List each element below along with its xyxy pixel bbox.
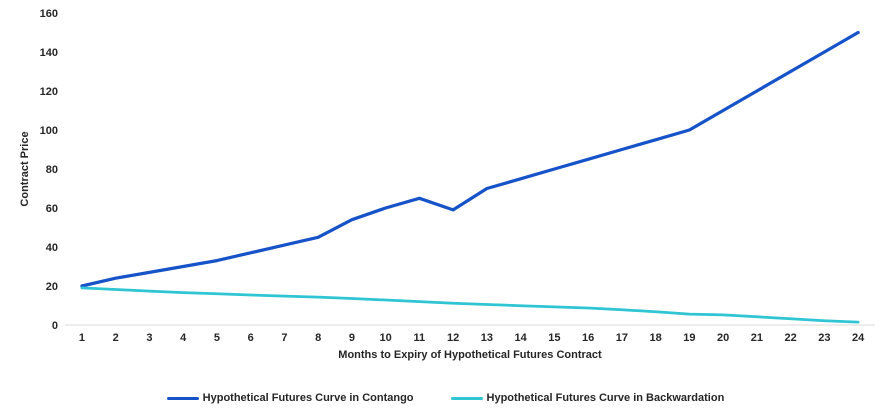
legend-item-backwardation: Hypothetical Futures Curve in Backwardat…: [450, 392, 725, 404]
y-axis-tick-label: 120: [40, 86, 58, 98]
x-axis-tick-label: 8: [315, 332, 321, 344]
x-axis-tick-label: 16: [582, 332, 594, 344]
x-axis-tick-label: 18: [650, 332, 662, 344]
x-axis-tick-label: 1: [79, 332, 85, 344]
x-axis-tick-label: 7: [281, 332, 287, 344]
contango-line: [80, 30, 860, 288]
backwardation-line-swatch: [450, 396, 483, 400]
legend-label-backwardation: Hypothetical Futures Curve in Backwardat…: [486, 392, 725, 404]
x-axis-tick-label: 19: [683, 332, 695, 344]
x-axis-tick-label: 24: [852, 332, 865, 344]
x-axis-tick-label: 11: [414, 332, 426, 344]
x-axis-tick-label: 21: [751, 332, 763, 344]
x-axis-tick-label: 22: [785, 332, 797, 344]
backwardation-line: [80, 286, 860, 324]
legend-label-contango: Hypothetical Futures Curve in Contango: [202, 392, 414, 404]
x-axis-tick-label: 15: [548, 332, 560, 344]
x-axis-tick-label: 4: [180, 332, 187, 344]
x-axis-tick-label: 14: [515, 332, 528, 344]
chart-legend: Hypothetical Futures Curve in Contango H…: [0, 392, 891, 404]
y-axis-tick-label: 160: [40, 8, 58, 20]
legend-item-contango: Hypothetical Futures Curve in Contango: [166, 392, 414, 404]
y-axis-tick-label: 140: [40, 47, 58, 59]
y-axis-title: Contract Price: [19, 131, 31, 206]
x-axis-tick-label: 10: [380, 332, 392, 344]
y-axis-tick-label: 80: [46, 164, 58, 176]
x-axis-tick-label: 20: [717, 332, 729, 344]
x-axis-tick-label: 13: [481, 332, 493, 344]
x-axis-tick-label: 3: [146, 332, 152, 344]
x-axis-tick-label: 2: [113, 332, 119, 344]
x-axis-tick-label: 5: [214, 332, 220, 344]
y-axis-tick-label: 60: [46, 203, 58, 215]
y-axis-tick-label: 20: [46, 281, 58, 293]
x-axis-tick-label: 23: [818, 332, 830, 344]
y-axis-tick-label: 0: [52, 320, 58, 332]
x-axis-tick-label: 12: [447, 332, 459, 344]
y-axis-tick-label: 100: [40, 125, 58, 137]
x-axis-tick-label: 6: [248, 332, 254, 344]
x-axis-title: Months to Expiry of Hypothetical Futures…: [338, 349, 602, 361]
contango-line-swatch: [166, 396, 199, 400]
x-axis-tick-label: 9: [349, 332, 355, 344]
y-axis-tick-label: 40: [46, 242, 58, 254]
x-axis-tick-label: 17: [616, 332, 628, 344]
